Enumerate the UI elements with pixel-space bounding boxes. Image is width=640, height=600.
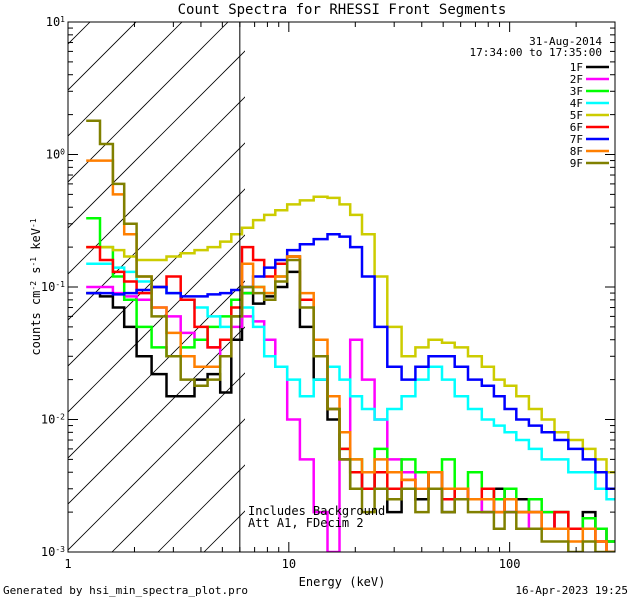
chart-title: Count Spectra for RHESSI Front Segments [178, 2, 507, 18]
legend-label-9F: 9F [570, 157, 583, 170]
hatch-line [480, 0, 640, 552]
x-axis-label: Energy (keV) [299, 575, 386, 589]
hatch-line [68, 50, 245, 229]
hatch-line [68, 188, 245, 367]
legend-label-3F: 3F [570, 85, 583, 98]
hatch-line [0, 0, 28, 552]
series-layer [86, 119, 615, 552]
hatch-line [68, 142, 245, 321]
legend-label-2F: 2F [570, 73, 583, 86]
annotation-attenuator: Att A1, FDecim 2 [248, 516, 364, 530]
hatch-line [68, 372, 245, 551]
legend-label-5F: 5F [570, 109, 583, 122]
y-tick-label: 100 [46, 147, 65, 162]
hatch-line [296, 0, 640, 552]
series-line-5F [86, 195, 615, 474]
hatch-line [68, 22, 183, 137]
footer-generated-by: Generated by hsi_min_spectra_plot.pro [3, 584, 248, 597]
y-tick-label: 10-2 [41, 412, 65, 427]
legend-label-4F: 4F [570, 97, 583, 110]
y-tick-label: 10-3 [41, 545, 65, 560]
hatch-line [68, 22, 137, 91]
series-line-7F [86, 233, 615, 491]
x-tick-label: 1 [64, 557, 71, 571]
hatch-line [68, 96, 245, 275]
hatch-line [434, 0, 640, 552]
legend-label-8F: 8F [570, 145, 583, 158]
legend-label-7F: 7F [570, 133, 583, 146]
annotation-background: Includes Background [248, 504, 385, 518]
series-line-9F [86, 119, 615, 552]
y-tick-label: 101 [46, 15, 65, 30]
hatch-line [526, 0, 640, 552]
footer-timestamp: 16-Apr-2023 19:25 [515, 584, 628, 597]
hatch-line [388, 0, 640, 552]
axis-ticks: 1 10 100 10-3 10-2 10-1 100 101 [41, 15, 616, 571]
observation-date: 31-Aug-2014 [529, 35, 602, 48]
x-tick-label: 10 [282, 557, 296, 571]
legend-label-1F: 1F [570, 61, 583, 74]
hatch-line [68, 234, 245, 413]
hatched-region [0, 0, 640, 552]
legend-label-6F: 6F [570, 121, 583, 134]
series-line-8F [86, 159, 615, 552]
observation-time-range: 17:34:00 to 17:35:00 [470, 46, 602, 59]
hatch-line [111, 418, 245, 552]
hatch-line [68, 326, 245, 505]
x-tick-label: 100 [499, 557, 521, 571]
hatch-line [68, 22, 91, 45]
hatch-line [68, 22, 229, 183]
hatch-line [618, 0, 640, 552]
y-tick-label: 10-1 [41, 280, 65, 295]
plot-frame [67, 21, 616, 553]
y-axis-label: counts cm-2 s-1 keV-1 [29, 218, 44, 355]
